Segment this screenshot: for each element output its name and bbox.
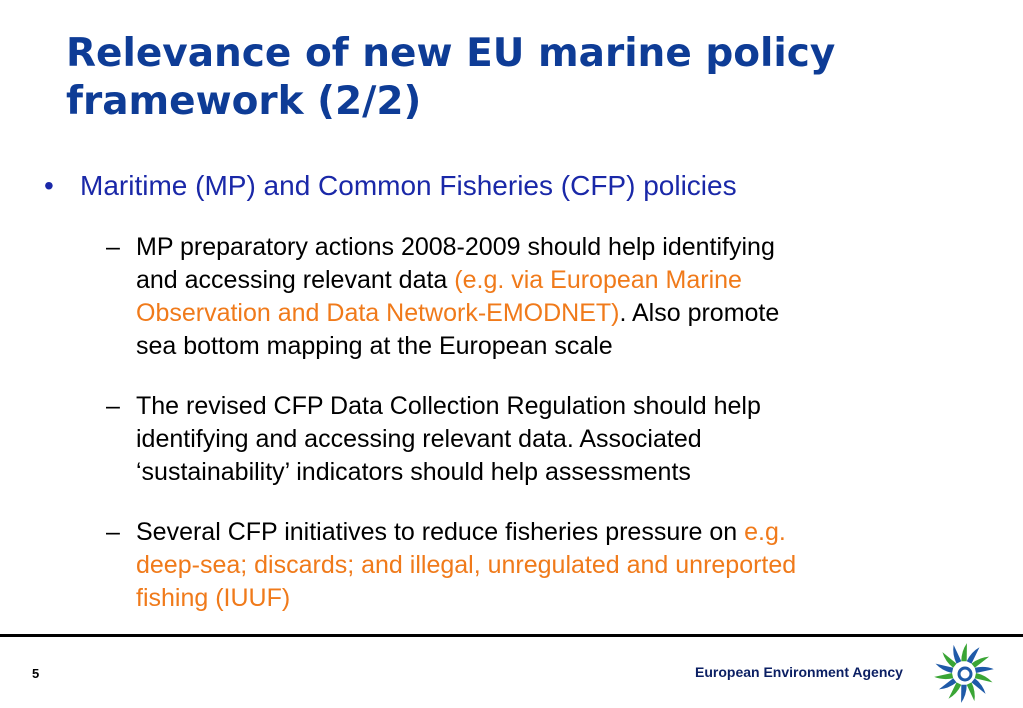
highlight-text: Observation and Data Network-EMODNET) (136, 299, 620, 327)
slide-title-line-2: framework (2/2) (66, 79, 422, 124)
text-run: sea bottom mapping at the European scale (136, 332, 613, 360)
logo-spike (971, 656, 990, 668)
logo-spike (961, 684, 967, 703)
highlight-text: deep-sea; discards; and illegal, unregul… (136, 551, 797, 579)
sub-bullet-line: Observation and Data Network-EMODNET). A… (136, 297, 986, 330)
logo-spike (974, 666, 994, 673)
text-run: identifying and accessing relevant data.… (136, 425, 702, 453)
sub-bullet-line: The revised CFP Data Collection Regulati… (136, 390, 986, 423)
sub-bullet-cfp-initiatives: – Several CFP initiatives to reduce fish… (106, 516, 986, 615)
text-run: ‘sustainability’ indicators should help … (136, 458, 691, 486)
logo-spike (948, 682, 962, 699)
bullet-text: Maritime (MP) and Common Fisheries (CFP)… (80, 170, 737, 201)
slide-title: Relevance of new EU marine policy framew… (66, 30, 966, 126)
sub-bullet-cfp-regulation: – The revised CFP Data Collection Regula… (106, 390, 986, 489)
highlight-text: (e.g. via European Marine (454, 266, 742, 294)
logo-inner-ring (957, 666, 973, 682)
sub-bullet-mp-actions: – MP preparatory actions 2008-2009 shoul… (106, 231, 986, 363)
logo-spikes (934, 643, 994, 703)
text-run: The revised CFP Data Collection Regulati… (136, 392, 761, 420)
logo-spike (966, 682, 975, 702)
highlight-text: fishing (IUUF) (136, 584, 291, 612)
logo-spike (935, 663, 954, 673)
sub-bullet-line: deep-sea; discards; and illegal, unregul… (136, 549, 986, 582)
logo-spike (974, 673, 993, 683)
sub-bullet-line: fishing (IUUF) (136, 582, 986, 615)
sub-bullet-dash: – (106, 392, 120, 420)
agency-name: European Environment Agency (695, 664, 903, 680)
page-number: 5 (32, 666, 40, 681)
text-run: Several CFP initiatives to reduce fisher… (136, 518, 745, 546)
sub-bullet-line: MP preparatory actions 2008-2009 should … (136, 231, 986, 264)
highlight-text: e.g. (744, 518, 786, 546)
sub-bullet-dash: – (106, 518, 120, 546)
text-run: MP preparatory actions 2008-2009 should … (136, 233, 775, 261)
logo-spike (953, 644, 962, 664)
footer-divider (0, 634, 1023, 637)
logo-spike (966, 647, 980, 664)
logo-spike (961, 643, 967, 662)
text-run: and accessing relevant data (136, 266, 455, 294)
eea-logo-icon (934, 643, 994, 703)
sub-bullet-line: Several CFP initiatives to reduce fisher… (136, 516, 986, 549)
bullet-marker: • (44, 170, 54, 201)
sub-bullet-line: identifying and accessing relevant data.… (136, 423, 986, 456)
sub-bullet-line: sea bottom mapping at the European scale (136, 330, 986, 363)
logo-spike (971, 678, 986, 694)
logo-spike (942, 652, 957, 668)
text-run: . Also promote (619, 299, 780, 327)
sub-bullet-line: and accessing relevant data (e.g. via Eu… (136, 264, 986, 297)
sub-bullet-dash: – (106, 233, 120, 261)
sub-bullet-line: ‘sustainability’ indicators should help … (136, 456, 986, 489)
logo-spike (938, 678, 957, 690)
logo-spike (934, 673, 954, 680)
slide-title-line-1: Relevance of new EU marine policy (66, 31, 836, 76)
